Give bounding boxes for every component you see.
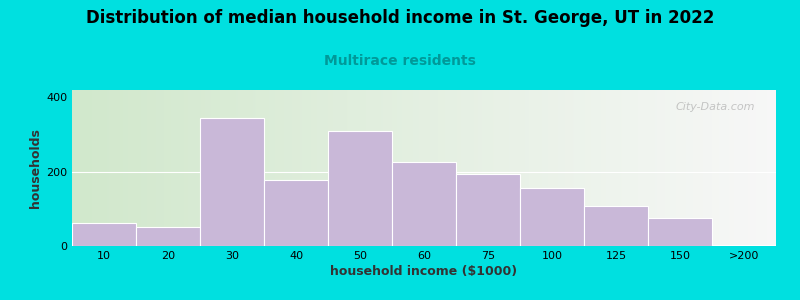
Bar — [264, 180, 328, 246]
Bar — [328, 131, 392, 246]
Bar — [392, 162, 456, 246]
Bar — [584, 206, 648, 246]
Text: Multirace residents: Multirace residents — [324, 54, 476, 68]
Text: Distribution of median household income in St. George, UT in 2022: Distribution of median household income … — [86, 9, 714, 27]
Y-axis label: households: households — [29, 128, 42, 208]
Bar — [648, 218, 712, 246]
Text: City-Data.com: City-Data.com — [675, 103, 755, 112]
Bar — [136, 227, 200, 246]
Bar — [456, 174, 520, 246]
X-axis label: household income ($1000): household income ($1000) — [330, 265, 518, 278]
Bar — [520, 188, 584, 246]
Bar — [72, 223, 136, 246]
Bar — [200, 118, 264, 246]
Bar — [712, 244, 776, 246]
